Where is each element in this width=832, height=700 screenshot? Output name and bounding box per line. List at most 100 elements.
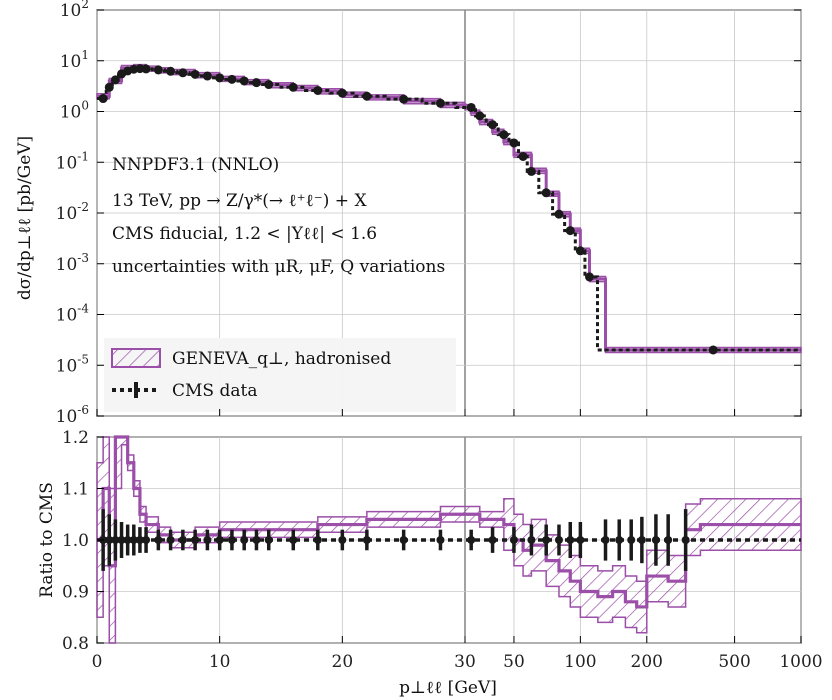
ratio-data-point-2	[111, 536, 120, 544]
main-data-point-1	[104, 82, 114, 92]
main-data-point-0	[98, 94, 108, 104]
ratio-data-point-4	[123, 536, 132, 544]
ratio-data-point-24	[467, 536, 476, 544]
ratio-data-point-11	[191, 536, 200, 544]
ratio-data-point-19	[313, 536, 322, 544]
main-y-tick-label-6: 100	[60, 99, 89, 123]
ratio-data-point-3	[117, 536, 126, 544]
x-tick-label-5: 100	[564, 652, 596, 672]
x-tick-label-2: 20	[332, 652, 354, 672]
x-tick-label-8: 1000	[779, 652, 822, 672]
main-data-point-34	[575, 246, 585, 256]
ratio-data-point-8	[154, 536, 163, 544]
legend-label-geneva: GENEVA_q⊥, hadronised	[172, 349, 391, 369]
ratio-y-tick-label-1: 0.9	[62, 583, 89, 603]
main-data-point-31	[541, 188, 551, 198]
annotation-pdf: NNPDF3.1 (NNLO)	[112, 155, 279, 175]
main-data-point-32	[554, 209, 564, 219]
ratio-data-point-17	[264, 536, 273, 544]
x-tick-label-6: 200	[631, 652, 663, 672]
main-y-tick-label-8: 102	[60, 0, 89, 21]
annotation-fiducial: CMS fiducial, 1.2 < |Yℓℓ| < 1.6	[112, 224, 377, 244]
ratio-data-point-32	[601, 536, 610, 544]
main-y-tick-label-1: 10-5	[56, 352, 89, 376]
main-y-tick-label-3: 10-3	[56, 251, 89, 275]
main-data-point-11	[190, 69, 200, 79]
ratio-data-point-34	[627, 536, 636, 544]
ratio-data-point-7	[142, 536, 151, 544]
ratio-data-point-30	[566, 536, 575, 544]
ratio-data-point-33	[615, 536, 624, 544]
x-ticks: 0 10 20 30 50 100 200 500 1000	[92, 409, 823, 672]
ratio-data-point-6	[135, 536, 144, 544]
main-data-point-tail	[708, 345, 718, 355]
ratio-data-point-22	[399, 536, 408, 544]
ratio-data-point-9	[166, 536, 175, 544]
main-data-series	[97, 64, 801, 355]
ratio-data-point-38	[681, 536, 690, 544]
ratio-y-tick-label-4: 1.2	[62, 428, 89, 448]
main-y-tick-label-2: 10-4	[56, 302, 90, 326]
main-data-point-25	[475, 111, 485, 121]
ratio-data-point-36	[651, 536, 660, 544]
ratio-data-point-15	[240, 536, 249, 544]
main-data-point-23	[435, 98, 445, 108]
ratio-data-point-14	[227, 536, 236, 544]
main-y-tick-label-7: 101	[60, 48, 89, 72]
legend-swatch-geneva	[111, 348, 161, 368]
main-data-point-20	[337, 88, 347, 98]
ratio-geneva-line	[97, 435, 801, 609]
main-data-point-29	[518, 151, 528, 161]
main-data-point-19	[313, 85, 323, 95]
main-data-point-13	[215, 73, 225, 83]
x-tick-label-4: 50	[503, 652, 525, 672]
main-data-point-26	[488, 120, 498, 130]
ratio-data-point-31	[576, 536, 585, 544]
x-axis-label: p⊥ℓℓ [GeV]	[399, 678, 497, 698]
main-data-point-27	[499, 130, 509, 140]
ratio-data-point-29	[554, 536, 563, 544]
main-y-tick-label-5: 10-1	[56, 149, 89, 173]
main-data-point-9	[166, 66, 176, 76]
ratio-data-point-10	[178, 536, 187, 544]
main-data-point-35	[584, 272, 594, 282]
ratio-y-tick-label-3: 1.1	[62, 480, 89, 500]
ratio-y-tick-label-2: 1.0	[62, 531, 89, 551]
main-data-point-24	[466, 102, 476, 112]
main-data-point-30	[526, 166, 536, 176]
legend-label-data: CMS data	[172, 381, 257, 401]
legend-box	[104, 338, 456, 412]
main-data-step-line	[97, 67, 801, 352]
ratio-data-point-25	[488, 536, 497, 544]
main-data-point-21	[362, 91, 372, 101]
main-data-point-14	[227, 74, 237, 84]
ratio-data-point-12	[203, 536, 212, 544]
main-data-point-12	[202, 71, 212, 81]
ratio-data-point-20	[338, 536, 347, 544]
ratio-data-point-28	[542, 536, 551, 544]
x-tick-label-1: 10	[209, 652, 231, 672]
ratio-data-point-5	[129, 536, 138, 544]
ratio-y-tick-label-0: 0.8	[62, 634, 89, 654]
ratio-data-point-13	[215, 536, 224, 544]
annotation-process: 13 TeV, pp → Z/γ*(→ ℓ⁺ℓ⁻) + X	[112, 191, 367, 211]
main-data-point-10	[178, 68, 188, 78]
main-data-point-15	[239, 76, 249, 86]
x-tick-label-0: 0	[92, 652, 103, 672]
ratio-data-point-37	[664, 536, 673, 544]
ratio-data-point-27	[527, 536, 536, 544]
main-data-point-7	[141, 64, 151, 74]
ratio-y-axis-label: Ratio to CMS	[37, 482, 57, 598]
main-data-point-16	[251, 78, 261, 88]
ratio-data-point-23	[436, 536, 445, 544]
ratio-data-point-21	[362, 536, 371, 544]
main-y-axis-label: dσ/dp⊥ℓℓ [pb/GeV]	[15, 136, 35, 300]
x-tick-label-3: 30	[454, 652, 476, 672]
x-tick-label-7: 500	[718, 652, 750, 672]
annotation-uncertainties: uncertainties with μR, μF, Q variations	[112, 257, 445, 277]
main-y-tick-label-4: 10-2	[56, 200, 89, 224]
main-data-point-17	[264, 80, 274, 90]
ratio-y-ticks: 0.8 0.9 1.0 1.1 1.2	[62, 428, 104, 654]
main-data-point-2	[110, 75, 120, 85]
ratio-data-point-1	[105, 536, 114, 544]
